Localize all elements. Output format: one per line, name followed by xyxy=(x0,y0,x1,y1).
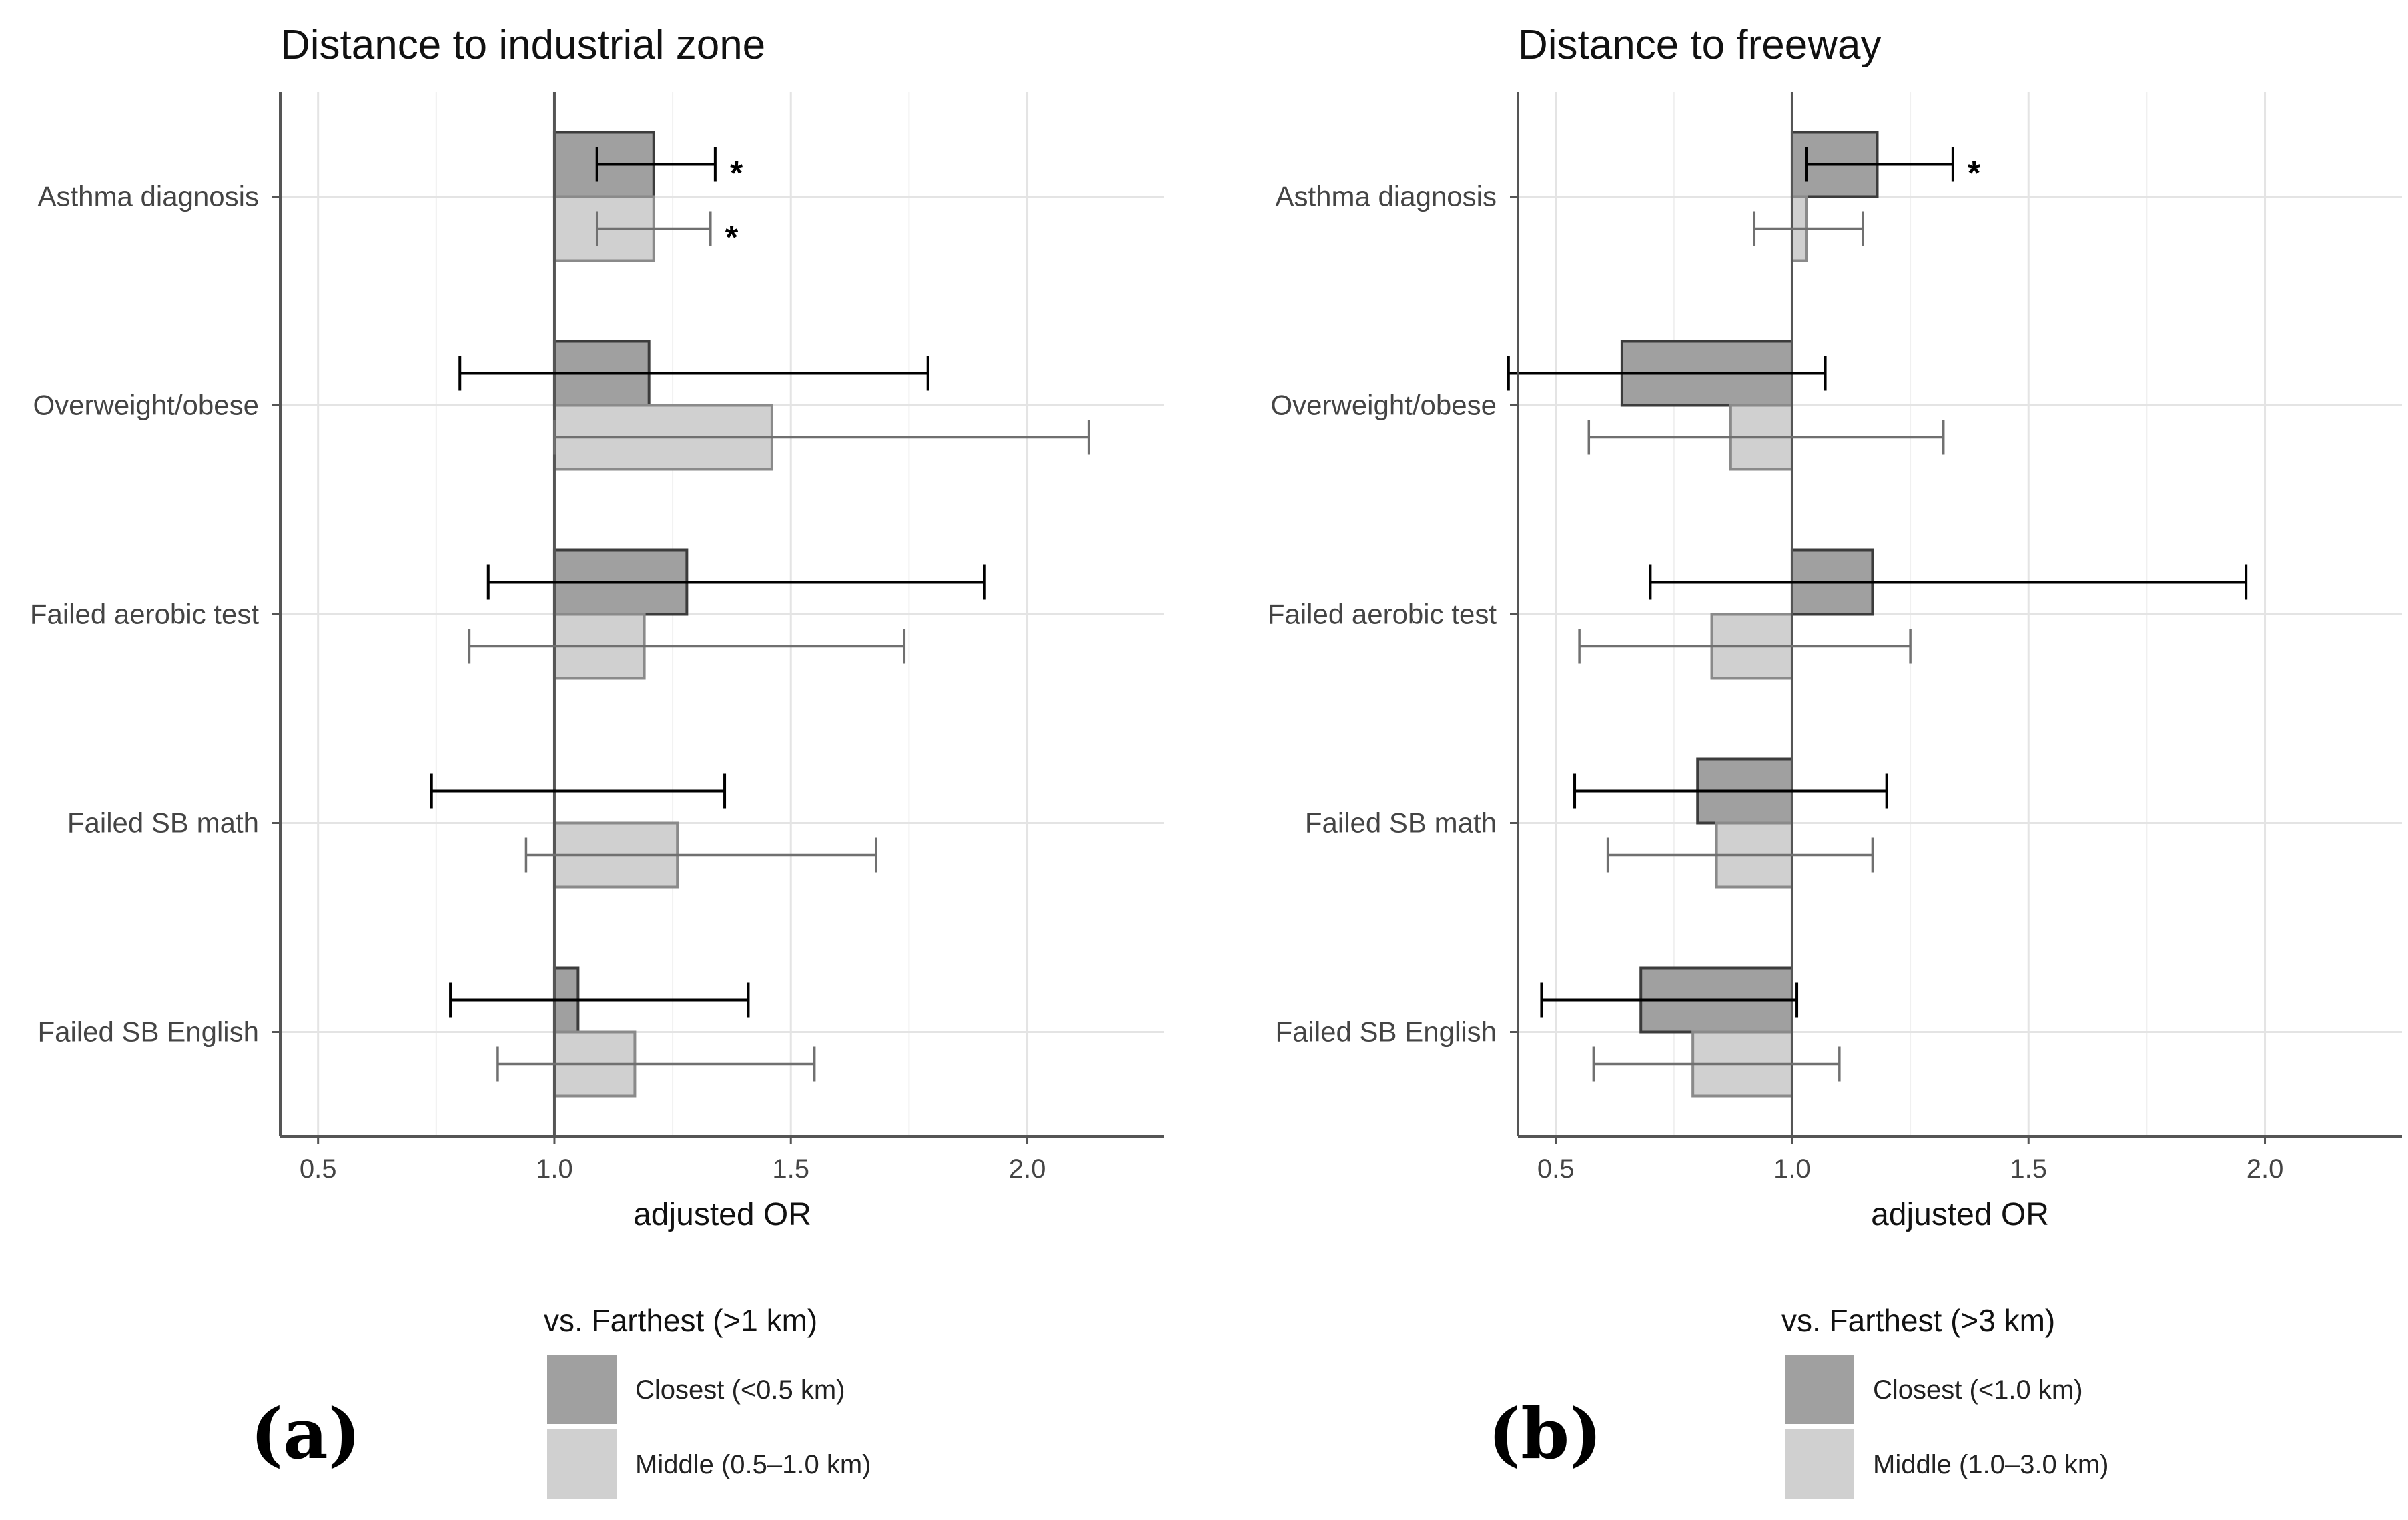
legend-label: Closest (<0.5 km) xyxy=(635,1375,845,1405)
x-tick-label: 0.5 xyxy=(1537,1154,1575,1184)
panel-a-industrial-zone: Distance to industrial zone * * Asthma diag… xyxy=(30,22,1164,1499)
category-label: Overweight/obese xyxy=(33,390,259,421)
category-label: Failed aerobic test xyxy=(30,599,260,630)
chart-title: Distance to freeway xyxy=(1518,22,1881,68)
x-tick-label: 1.0 xyxy=(536,1154,573,1184)
legend-swatch-middle xyxy=(547,1429,617,1499)
legend-label: Closest (<1.0 km) xyxy=(1873,1375,2083,1405)
category-label: Overweight/obese xyxy=(1270,390,1497,421)
x-axis-title: adjusted OR xyxy=(1871,1197,2049,1232)
legend-swatch-middle xyxy=(1785,1429,1854,1499)
panel-b-freeway: Distance to freeway * Asthma diagnosis Over… xyxy=(1268,22,2402,1499)
category-label: Failed SB English xyxy=(1275,1016,1497,1048)
category-label: Failed SB math xyxy=(67,807,259,839)
x-tick-label: 0.5 xyxy=(300,1154,337,1184)
legend-swatch-closest xyxy=(1785,1355,1854,1424)
significance-marker: * xyxy=(730,155,743,192)
x-axis-title: adjusted OR xyxy=(633,1197,811,1232)
category-label: Failed aerobic test xyxy=(1268,599,1497,630)
chart-title: Distance to industrial zone xyxy=(280,22,765,68)
panel-label: (a) xyxy=(250,1393,361,1475)
panel-label: (b) xyxy=(1488,1393,1602,1475)
legend-label: Middle (1.0–3.0 km) xyxy=(1873,1450,2108,1479)
legend-swatch-closest xyxy=(547,1355,617,1424)
category-label: Asthma diagnosis xyxy=(1275,181,1497,212)
category-label: Failed SB English xyxy=(37,1016,259,1048)
category-label: Failed SB math xyxy=(1305,807,1497,839)
x-tick-label: 2.0 xyxy=(2247,1154,2284,1184)
significance-marker: * xyxy=(1968,155,1981,192)
x-tick-label: 1.5 xyxy=(772,1154,809,1184)
legend-label: Middle (0.5–1.0 km) xyxy=(635,1450,871,1479)
legend-title: vs. Farthest (>1 km) xyxy=(544,1303,817,1338)
x-tick-label: 1.5 xyxy=(2010,1154,2047,1184)
significance-marker: * xyxy=(725,219,739,256)
x-tick-label: 2.0 xyxy=(1009,1154,1046,1184)
legend-title: vs. Farthest (>3 km) xyxy=(1781,1303,2055,1338)
x-tick-label: 1.0 xyxy=(1773,1154,1811,1184)
category-label: Asthma diagnosis xyxy=(37,181,259,212)
